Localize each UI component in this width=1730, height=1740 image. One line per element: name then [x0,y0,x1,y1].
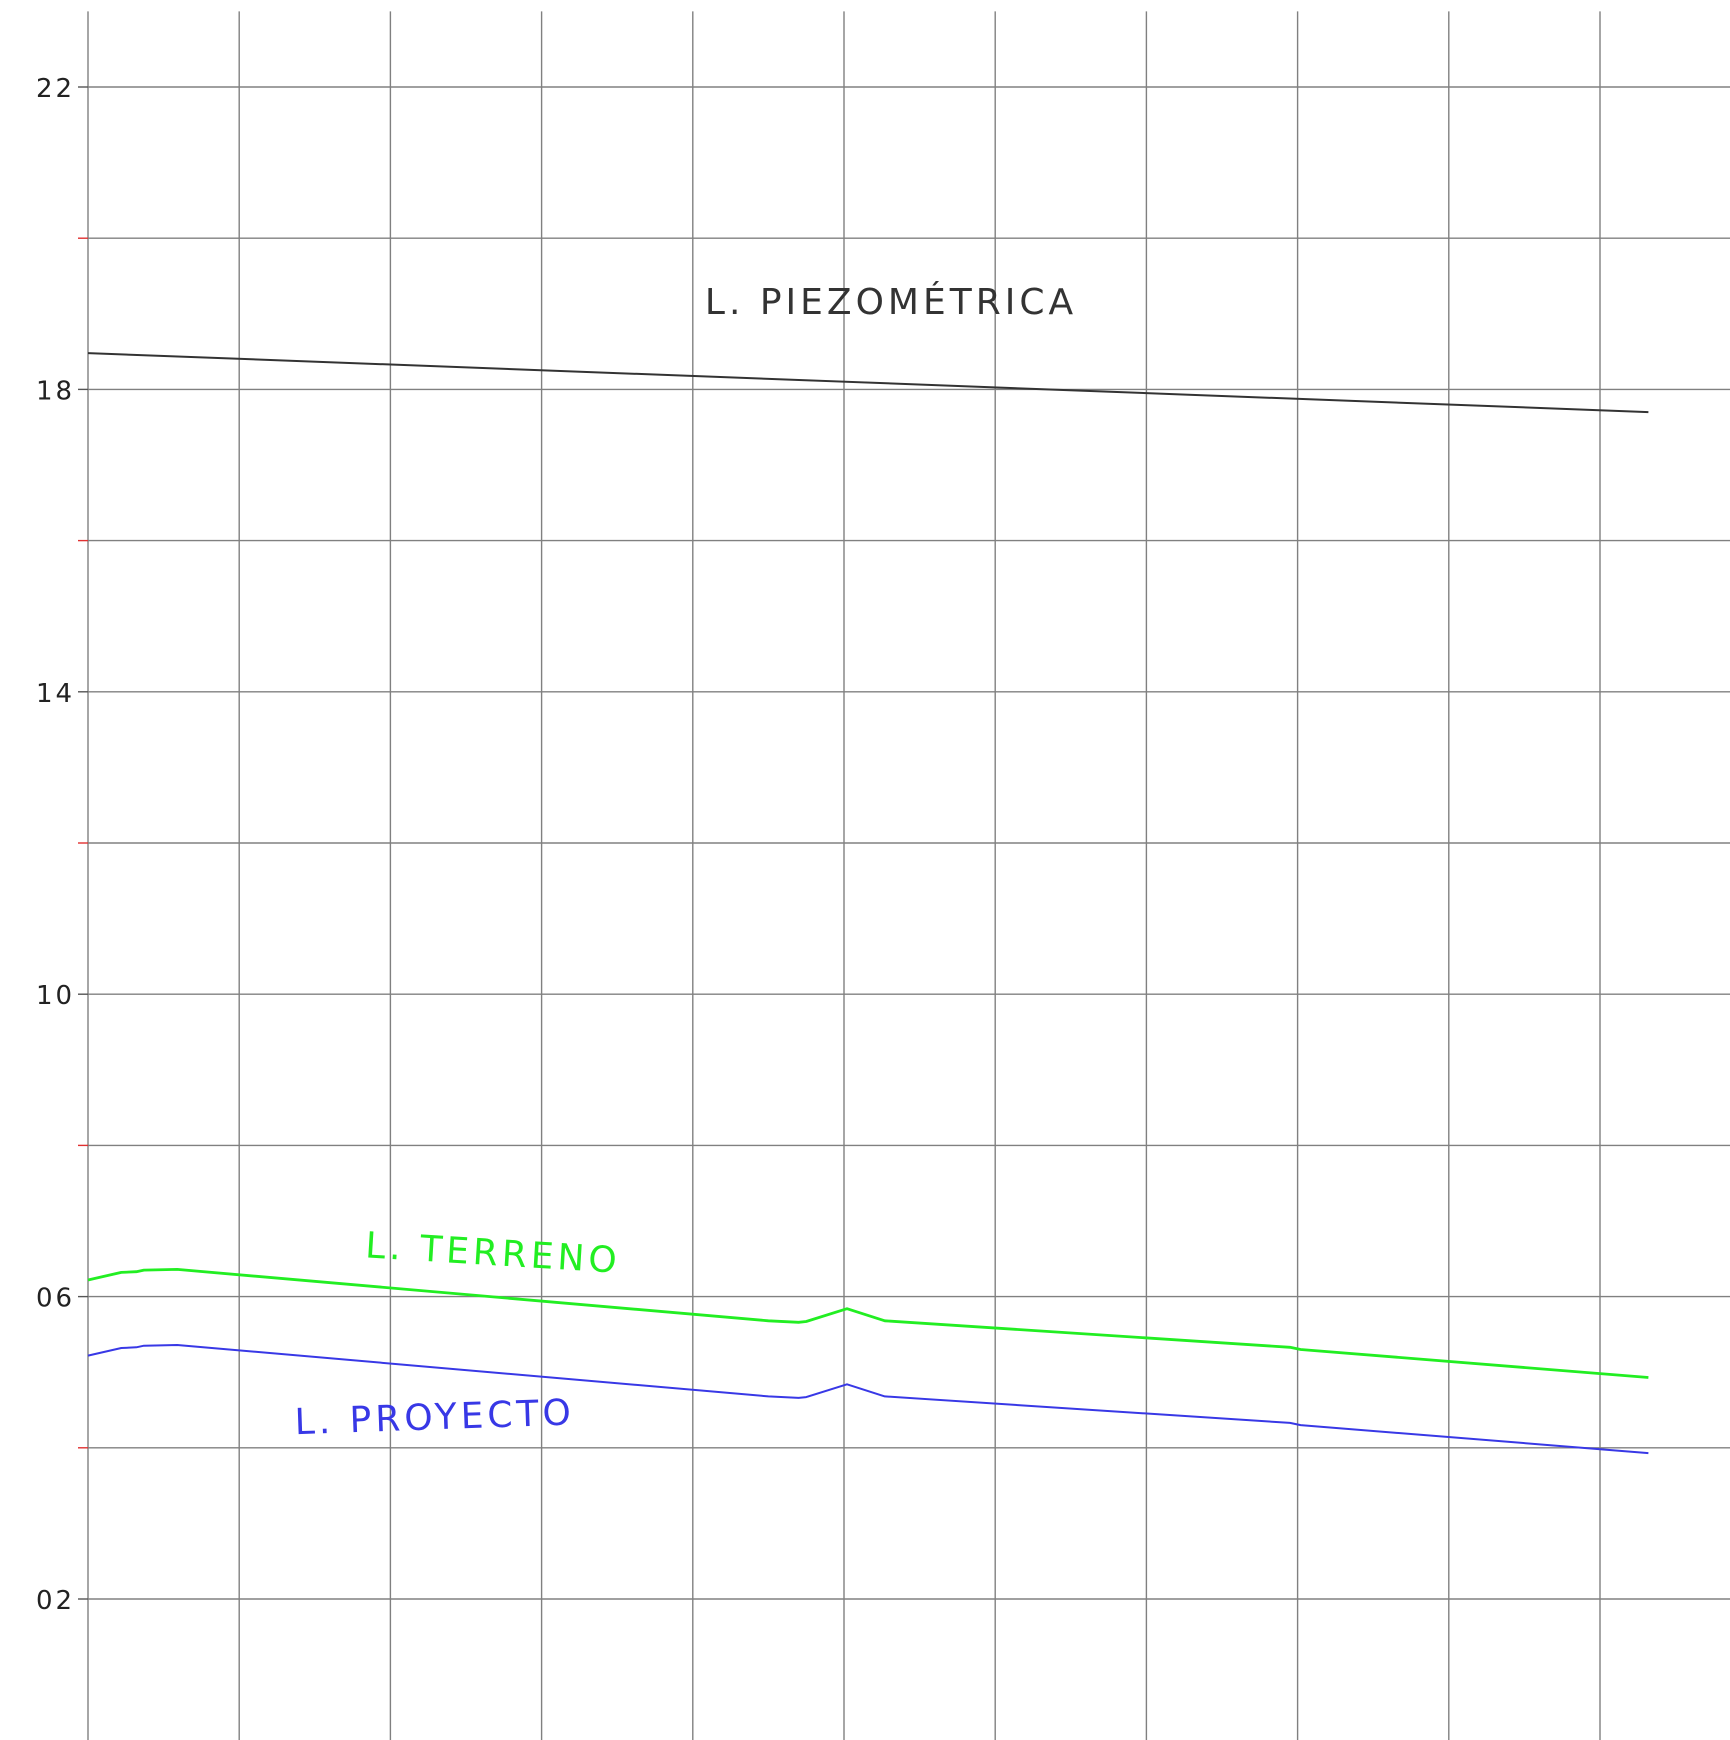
y-tick-label: 18 [36,376,75,406]
y-tick-label: 22 [36,74,75,104]
series-labels: L. PIEZOMÉTRICA L. TERRENO L. PROYECTO [294,281,1077,1443]
series-label: L. PROYECTO [294,1392,575,1443]
series-lines [87,352,1649,1455]
series-label: L. TERRENO [364,1225,622,1282]
series-line [87,352,1649,414]
y-tick-label: 14 [36,679,75,709]
vertical-gridlines [87,11,1601,1740]
y-tick-label: 06 [36,1284,75,1314]
y-tick-marks [78,86,88,1600]
y-tick-labels: 22 18 14 10 06 02 [36,74,75,1616]
series-line [87,1344,1649,1455]
horizontal-gridlines [88,86,1730,1600]
y-tick-label: 02 [36,1586,75,1616]
series-line [87,1268,1649,1379]
series-label: L. PIEZOMÉTRICA [705,281,1077,323]
y-tick-label: 10 [36,981,75,1011]
